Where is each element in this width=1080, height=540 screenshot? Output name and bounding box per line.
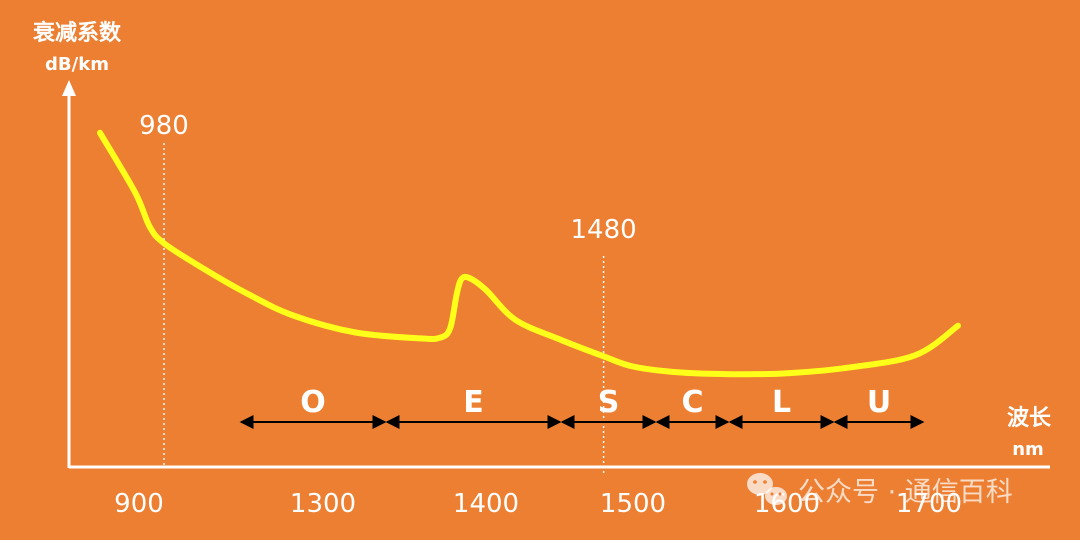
band-label-l: L — [772, 385, 791, 420]
watermark-text: 公众号 · 通信百科 — [798, 477, 1013, 508]
band-label-o: O — [300, 385, 326, 420]
marker-label-980: 980 — [139, 111, 189, 141]
wechat-icon — [747, 473, 787, 505]
band-label-u: U — [867, 385, 891, 420]
x-tick-label-900: 900 — [114, 489, 164, 519]
x-tick-label-1500: 1500 — [600, 489, 666, 519]
y-axis-arrowhead — [62, 80, 76, 96]
y-axis-unit: dB/km — [45, 54, 109, 75]
x-tick-label-1400: 1400 — [453, 489, 519, 519]
band-label-e: E — [463, 385, 484, 420]
x-axis-label: 波长 — [1007, 406, 1052, 431]
x-tick-label-1700: 1700 — [896, 489, 962, 519]
x-axis-unit: nm — [1012, 439, 1044, 460]
band-label-c: C — [681, 385, 703, 420]
marker-label-1480: 1480 — [571, 215, 637, 245]
y-axis-label: 衰减系数 — [32, 20, 122, 46]
x-tick-label-1300: 1300 — [290, 489, 356, 519]
attenuation-curve — [97, 129, 961, 378]
band-label-s: S — [598, 385, 620, 420]
